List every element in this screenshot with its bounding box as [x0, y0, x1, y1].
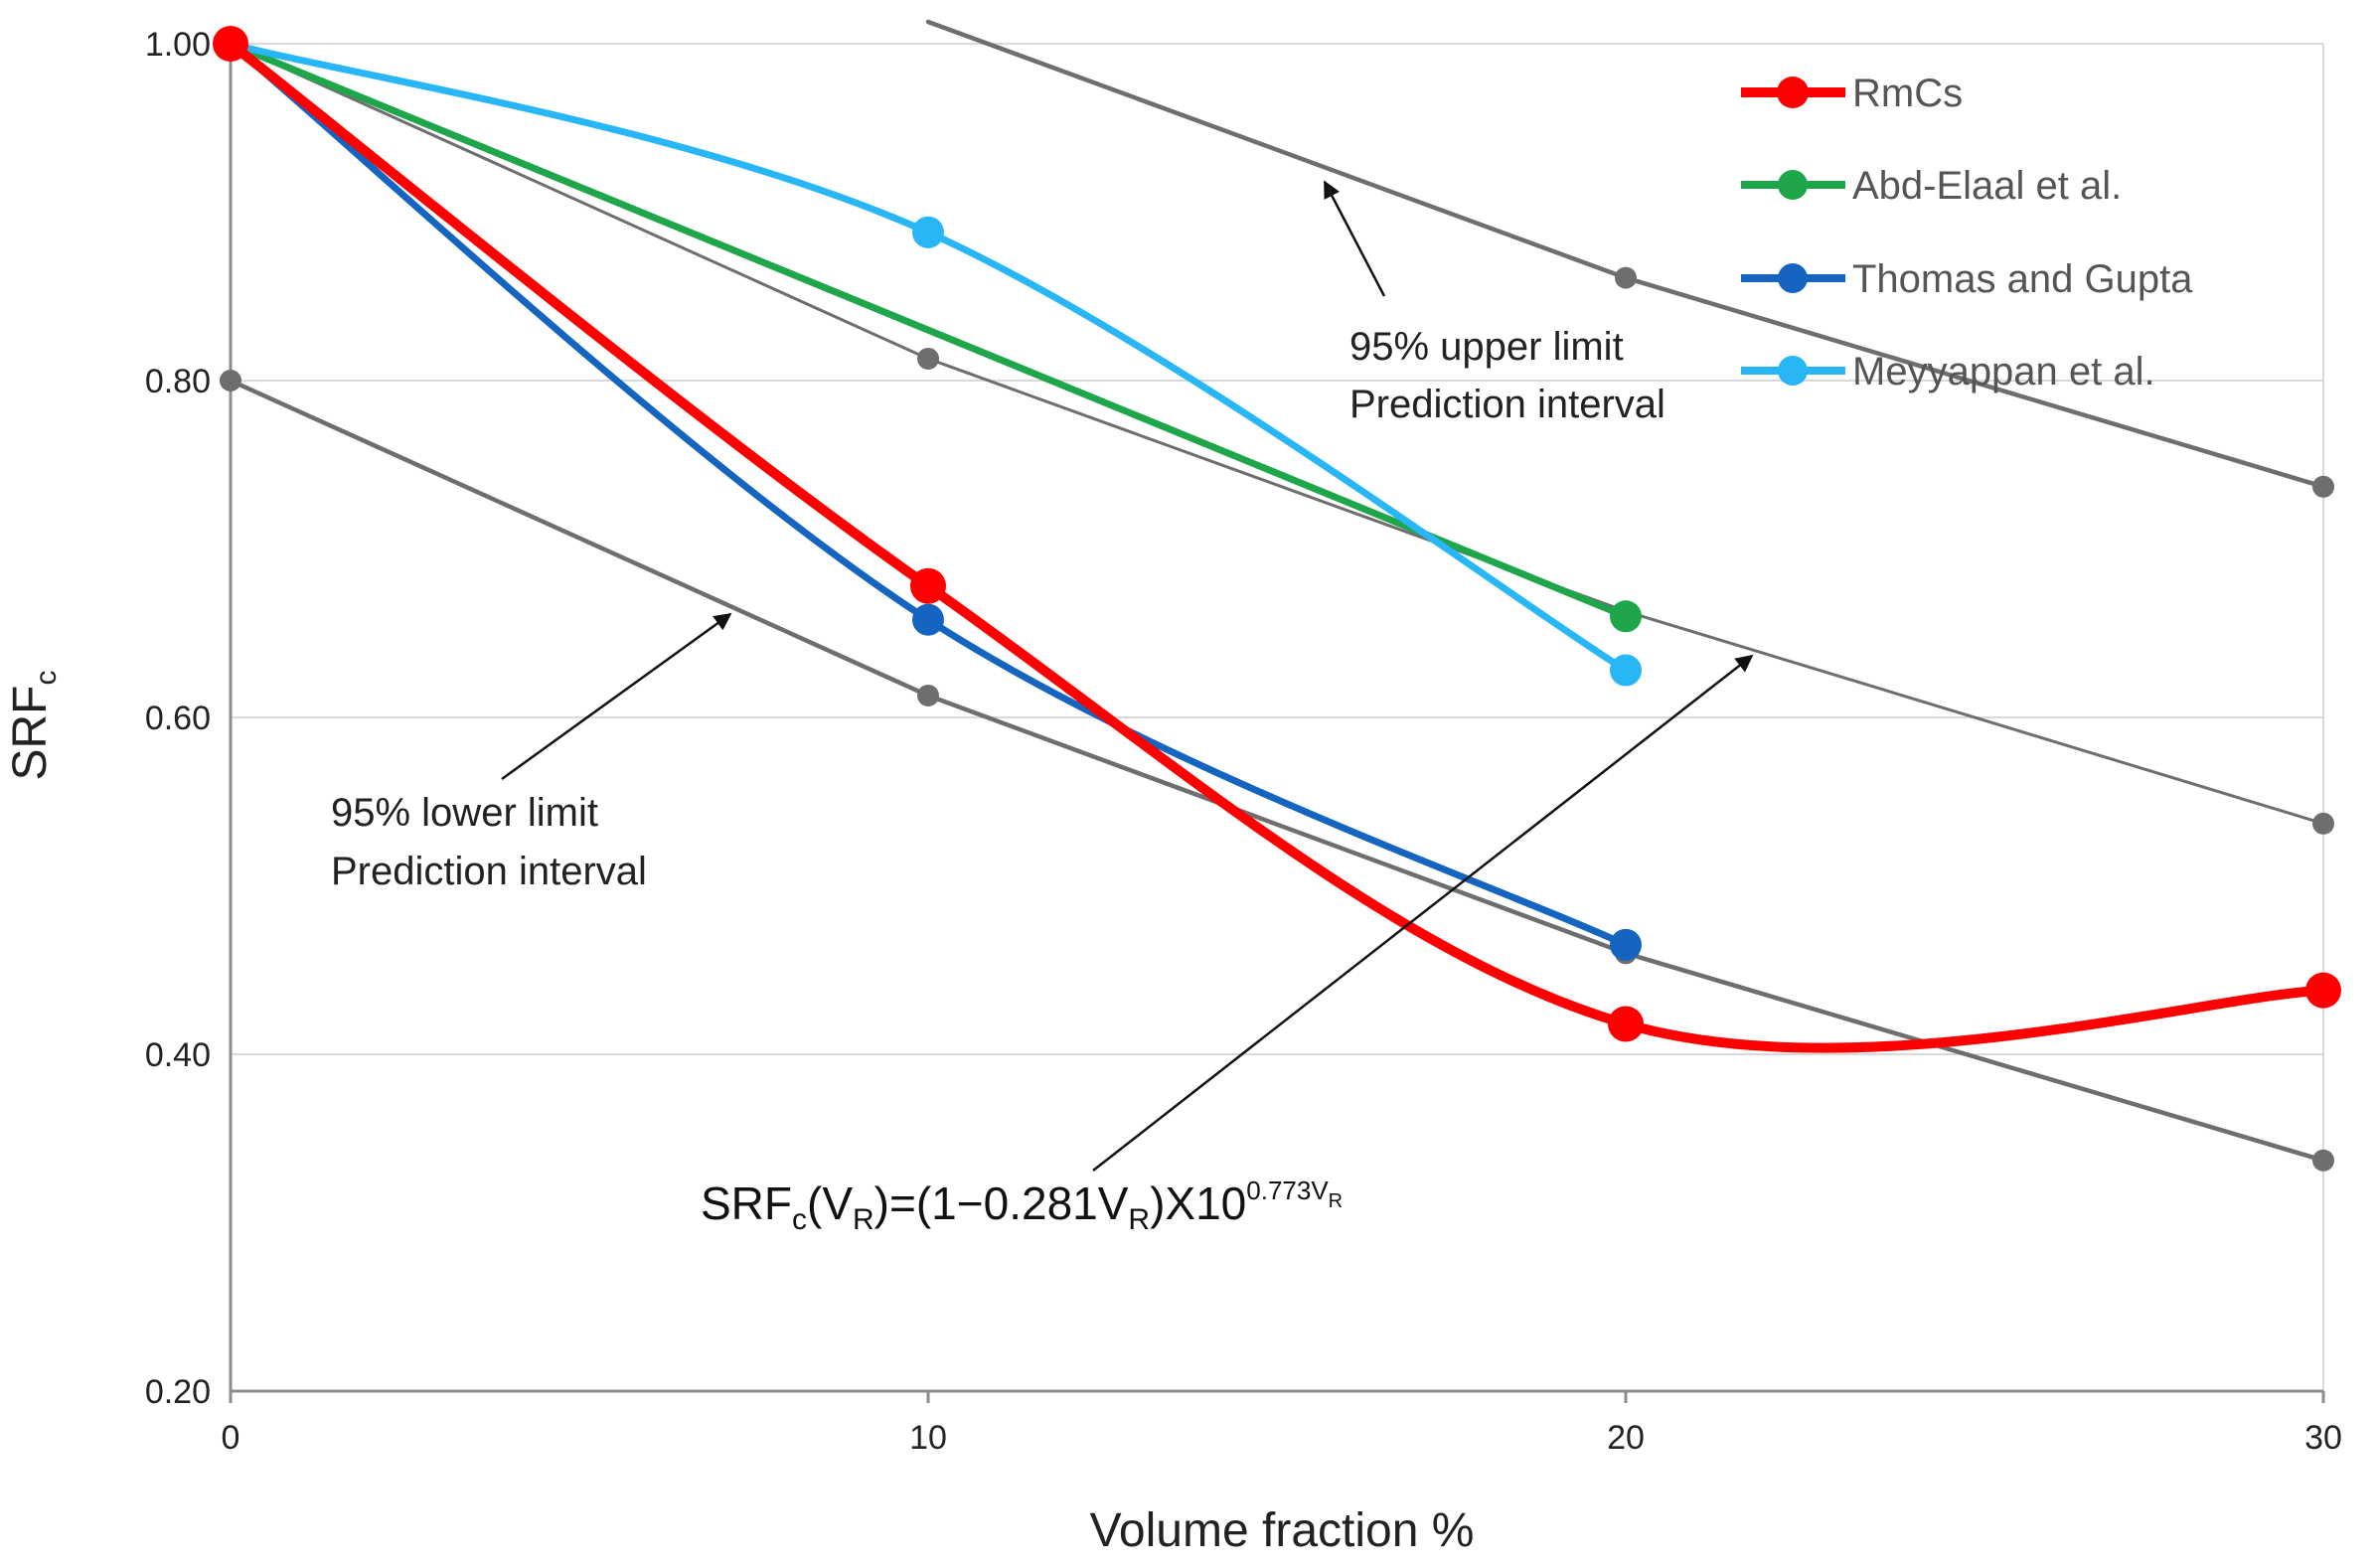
- formula-part-vr-open: (V: [807, 1177, 853, 1229]
- annotation-upper-limit: 95% upper limit Prediction interval: [1323, 180, 1665, 426]
- data-point-rmcs[interactable]: [1608, 1006, 1644, 1042]
- x-tick-label: 0: [222, 1419, 240, 1457]
- x-tick-label: 20: [1607, 1419, 1645, 1457]
- upper-limit-arrow: [1323, 180, 1386, 297]
- formula-text: SRFc(VR)=(1−0.281VR)X100.773VR: [701, 1176, 1343, 1236]
- data-point-abd-elaal-et-al[interactable]: [1610, 600, 1642, 633]
- y-tick-label: 0.40: [145, 1036, 211, 1074]
- data-point-srfc-fit[interactable]: [2312, 812, 2334, 835]
- formula-part-coef: )=(1−0.281V: [874, 1177, 1129, 1229]
- series-95-lower-limit: [220, 370, 2334, 1172]
- data-point-95-lower-limit[interactable]: [2312, 1149, 2334, 1172]
- legend-label-meyyappan: Meyyappan et al.: [1852, 350, 2155, 393]
- series-line-rmcs: [226, 39, 2328, 1053]
- x-tick-label: 10: [909, 1419, 947, 1457]
- series-line-srfc-fit: [229, 42, 2325, 826]
- data-point-rmcs[interactable]: [910, 567, 946, 604]
- formula-arrow: [1092, 654, 1754, 1172]
- legend-marker-abd-elaal: [1778, 170, 1808, 200]
- lower-limit-label: 95% lower limit: [331, 791, 598, 835]
- legend-label-thomas-gupta: Thomas and Gupta: [1852, 257, 2193, 301]
- legend-label-abd-elaal: Abd-Elaal et al.: [1852, 164, 2122, 208]
- data-point-95-lower-limit[interactable]: [220, 370, 241, 392]
- lower-limit-sublabel: Prediction interval: [331, 850, 647, 893]
- axes: 0.20 0.40 0.60 0.80 1.00 0 10 20 30: [145, 26, 2342, 1457]
- lower-limit-arrow: [501, 612, 732, 781]
- formula-part-exponent: 0.773V: [1246, 1176, 1329, 1205]
- legend-item-rmcs[interactable]: RmCs: [1741, 72, 1963, 115]
- data-point-rmcs[interactable]: [213, 26, 248, 62]
- formula-part-srf: SRF: [701, 1177, 792, 1229]
- data-point-meyyappan-et-al[interactable]: [1610, 654, 1642, 687]
- annotation-formula: SRFc(VR)=(1−0.281VR)X100.773VR: [701, 654, 1754, 1236]
- data-point-rmcs[interactable]: [2305, 972, 2341, 1009]
- legend-item-abd-elaal[interactable]: Abd-Elaal et al.: [1741, 164, 2122, 208]
- formula-part-sub-c: c: [792, 1203, 807, 1236]
- upper-limit-label: 95% upper limit: [1349, 325, 1624, 369]
- data-point-meyyappan-et-al[interactable]: [912, 216, 944, 248]
- data-point-thomas-and-gupta[interactable]: [1610, 928, 1642, 961]
- y-tick-label: 0.20: [145, 1373, 211, 1411]
- annotation-lower-limit: 95% lower limit Prediction interval: [331, 612, 732, 893]
- series-line-95-lower-limit: [228, 378, 2326, 1164]
- data-point-srfc-fit[interactable]: [917, 347, 939, 370]
- data-point-95-upper-limit[interactable]: [2312, 475, 2334, 498]
- legend-item-thomas-gupta[interactable]: Thomas and Gupta: [1741, 257, 2193, 301]
- x-axis-title: Volume fraction %: [1090, 1504, 1475, 1557]
- y-axis-title-sub: c: [30, 671, 63, 686]
- data-point-95-upper-limit[interactable]: [1615, 266, 1637, 289]
- formula-part-exponent-sub: R: [1329, 1190, 1343, 1212]
- y-tick-label: 0.80: [145, 363, 211, 400]
- series-95-upper-limit: [925, 19, 2334, 498]
- legend-marker-meyyappan: [1778, 356, 1808, 386]
- y-tick-label: 1.00: [145, 26, 211, 64]
- data-point-95-lower-limit[interactable]: [917, 684, 939, 706]
- series-layer: [213, 19, 2341, 1172]
- formula-part-sub-r2: R: [1128, 1203, 1150, 1236]
- y-tick-label: 0.60: [145, 700, 211, 737]
- legend-label-rmcs: RmCs: [1852, 72, 1963, 115]
- legend-item-meyyappan[interactable]: Meyyappan et al.: [1741, 350, 2155, 393]
- legend: RmCs Abd-Elaal et al. Thomas and Gupta M…: [1741, 72, 2193, 393]
- upper-limit-sublabel: Prediction interval: [1349, 383, 1665, 426]
- formula-part-x10: )X10: [1150, 1177, 1246, 1229]
- x-tick-label: 30: [2304, 1419, 2342, 1457]
- series-rmcs: [213, 26, 2341, 1053]
- formula-part-sub-r1: R: [853, 1203, 874, 1236]
- legend-marker-rmcs: [1777, 77, 1809, 108]
- y-axis-title-main: SRF: [4, 686, 57, 781]
- series-line-abd-elaal-et-al: [227, 40, 1630, 620]
- y-axis-title: SRFc: [4, 671, 63, 781]
- legend-marker-thomas-gupta: [1778, 263, 1808, 293]
- data-point-thomas-and-gupta[interactable]: [912, 603, 944, 636]
